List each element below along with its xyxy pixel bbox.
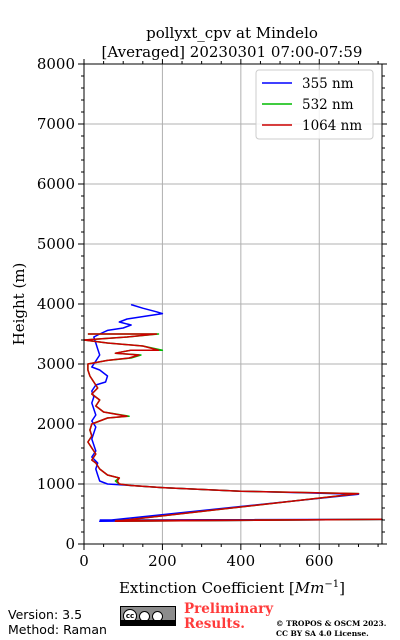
y-tick-label: 5000 (37, 235, 75, 253)
y-tick-label: 1000 (37, 475, 75, 493)
series-layer (83, 303, 383, 522)
x-tick-label: 200 (148, 552, 177, 570)
legend-label: 532 nm (302, 97, 354, 113)
y-tick-label: 6000 (37, 175, 75, 193)
copyright-line2: CC BY SA 4.0 License. (276, 629, 369, 638)
x-tick-label: 0 (79, 552, 89, 570)
y-tick-label: 0 (65, 535, 75, 553)
x-axis-label: Extinction Coefficient [Mm−1] (119, 579, 345, 597)
y-tick-label: 2000 (37, 415, 75, 433)
copyright-note: © TROPOS & OSCM 2023. CC BY SA 4.0 Licen… (276, 619, 386, 639)
x-tick-label: 600 (305, 552, 334, 570)
y-tick-label: 7000 (37, 115, 75, 133)
x-axis-label-exponent: −1 (324, 579, 339, 590)
tick-layer: 0 200 400 600010002000300040005000600070008… (37, 55, 387, 570)
legend-box (255, 69, 374, 140)
x-axis-label-end: ] (339, 579, 345, 597)
series-line-355-nm (91, 303, 383, 522)
copyright-line1: © TROPOS & OSCM 2023. (276, 619, 387, 628)
chart-title-line1: pollyxt_cpv at Mindelo (146, 24, 318, 42)
legend: 355 nm 532 nm 1064 nm (255, 69, 374, 140)
x-axis-label-unit: Mm (294, 579, 325, 597)
preliminary-line1: Preliminary (184, 601, 274, 617)
method-text: Method: Raman (8, 622, 107, 637)
version-text: Version: 3.5 (8, 607, 83, 622)
x-tick-label: 400 (227, 552, 256, 570)
legend-label: 355 nm (302, 76, 354, 92)
series-line-1064-nm (83, 333, 383, 522)
chart-title-line2: [Averaged] 20230301 07:00-07:59 (102, 43, 363, 61)
y-tick-label: 8000 (37, 55, 75, 73)
x-axis-label-text: Extinction Coefficient [ (119, 579, 295, 597)
preliminary-results-note: Preliminary Results. (184, 602, 273, 632)
cc-badge-strip (120, 620, 176, 626)
y-tick-label: 4000 (37, 295, 75, 313)
legend-label: 1064 nm (302, 118, 362, 134)
y-tick-label: 3000 (37, 355, 75, 373)
y-axis-label: Height (m) (10, 263, 28, 346)
preliminary-line2: Results. (184, 616, 245, 632)
